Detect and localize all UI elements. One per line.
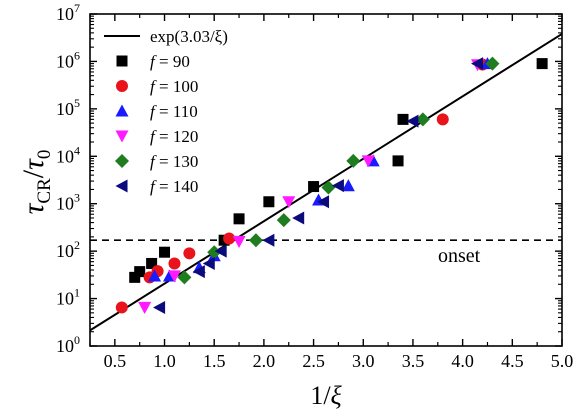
- x-tick-label: 5.0: [551, 351, 574, 371]
- x-tick-label: 4.0: [451, 351, 474, 371]
- data-point: [223, 232, 236, 245]
- data-point: [262, 233, 275, 247]
- data-points-layer: [115, 56, 548, 314]
- legend-marker: [115, 130, 129, 143]
- legend-marker: [115, 179, 128, 193]
- series-90: [129, 58, 548, 283]
- data-point: [167, 270, 181, 283]
- data-point: [415, 112, 430, 127]
- data-point: [361, 155, 375, 168]
- data-point: [146, 257, 158, 269]
- x-tick-label: 3.5: [402, 351, 425, 371]
- x-tick-label: 1.0: [153, 351, 176, 371]
- data-point: [232, 235, 246, 248]
- data-point: [129, 271, 141, 283]
- data-point: [177, 270, 192, 285]
- data-point: [436, 113, 449, 126]
- y-axis-title: τCR/τ0: [17, 150, 55, 215]
- x-axis-title: 1/ξ: [310, 381, 342, 410]
- data-point: [406, 114, 419, 128]
- data-point: [263, 196, 275, 208]
- y-axis-title-sub-cr: CR: [34, 178, 55, 204]
- data-point: [341, 179, 355, 192]
- data-point: [397, 113, 409, 125]
- series-140: [153, 57, 484, 314]
- data-point: [317, 195, 330, 209]
- x-tick-label: 4.5: [501, 351, 524, 371]
- legend-marker: [116, 80, 128, 92]
- legend-label: f = 140: [150, 177, 198, 196]
- data-point: [331, 179, 344, 193]
- data-point: [292, 211, 305, 225]
- y-tick-label: 100: [56, 333, 80, 356]
- data-point: [392, 155, 404, 167]
- data-point: [308, 181, 320, 193]
- x-tick-label: 1.5: [203, 351, 226, 371]
- y-tick-label: 101: [56, 286, 80, 309]
- legend-label: f = 130: [150, 152, 198, 171]
- legend-label: f = 90: [150, 52, 190, 71]
- data-point: [192, 265, 205, 279]
- data-point: [214, 244, 227, 258]
- data-point: [207, 245, 222, 260]
- legend-label: f = 110: [150, 102, 198, 121]
- legend-label: f = 100: [150, 77, 198, 96]
- data-point: [536, 58, 548, 70]
- y-tick-label: 102: [56, 238, 80, 261]
- onset-label: onset: [438, 245, 481, 267]
- data-point: [248, 233, 263, 248]
- y-axis-title-sub-0: 0: [34, 150, 55, 160]
- x-tick-label: 0.5: [104, 351, 127, 371]
- y-axis-title-tau0: τ: [17, 158, 50, 170]
- data-point: [168, 257, 181, 270]
- data-point: [346, 153, 361, 168]
- data-point: [115, 301, 128, 314]
- x-tick-label: 3.0: [352, 351, 375, 371]
- legend-fit-line-label: exp(3.03/ξ): [150, 27, 228, 46]
- data-point: [282, 196, 296, 209]
- legend: exp(3.03/ξ) f = 90 f = 100 f = 110 f = 120 f …: [104, 27, 228, 196]
- y-axis-title-slash: /: [17, 169, 50, 178]
- plot-frame: [89, 13, 563, 347]
- data-point: [276, 213, 291, 228]
- legend-marker: [115, 104, 129, 117]
- data-point: [148, 269, 162, 282]
- legend-label: f = 120: [150, 127, 198, 146]
- x-tick-label: 2.0: [253, 351, 276, 371]
- data-point: [233, 213, 245, 225]
- data-point: [485, 56, 500, 71]
- y-tick-label: 106: [56, 48, 80, 71]
- x-axis-title-main: 1/: [310, 381, 331, 410]
- y-tick-label: 103: [56, 191, 80, 214]
- y-axis-title-tau: τ: [17, 202, 50, 214]
- data-point: [134, 266, 146, 278]
- x-axis-title-symbol: ξ: [331, 381, 343, 410]
- data-point: [183, 247, 196, 260]
- legend-marker: [115, 154, 129, 168]
- data-point: [159, 246, 171, 258]
- data-point: [321, 180, 336, 195]
- y-tick-label: 104: [56, 143, 80, 166]
- data-point: [202, 256, 215, 270]
- y-tick-label: 107: [56, 1, 80, 24]
- legend-marker: [116, 55, 128, 67]
- x-tick-label: 2.5: [302, 351, 325, 371]
- y-tick-label: 105: [56, 96, 80, 119]
- data-point: [153, 300, 166, 314]
- series-130: [177, 56, 500, 285]
- axes-layer: 0.5 1.0 1.5 2.0 2.5 3.0 3.5 4.0 4.5 5.0 100 101 102 1…: [56, 1, 573, 371]
- data-point: [138, 301, 152, 314]
- data-point: [471, 57, 484, 71]
